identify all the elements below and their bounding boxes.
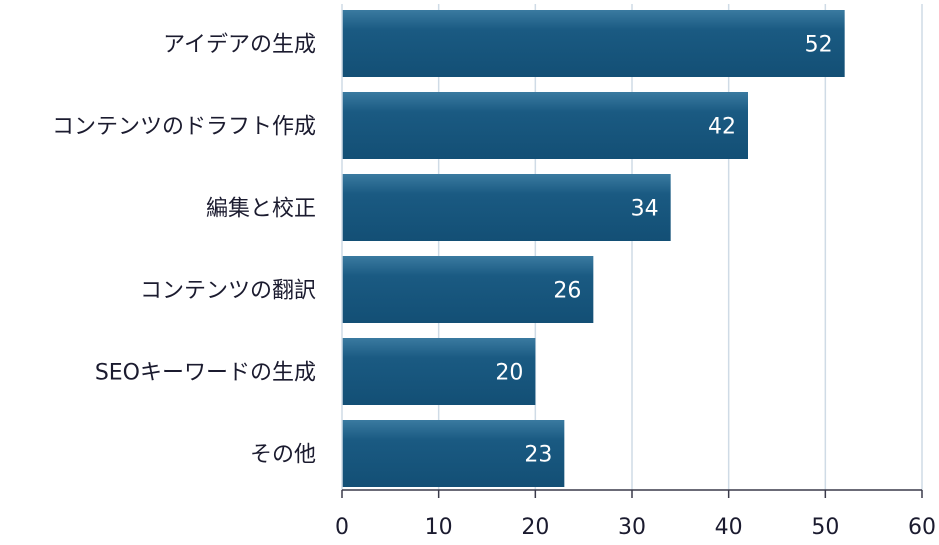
bar-4 [342, 338, 536, 405]
x-tick-label-40: 40 [715, 515, 743, 540]
bar-1 [342, 92, 748, 159]
x-tick-label-60: 60 [908, 515, 936, 540]
category-label-2: 編集と校正 [206, 197, 316, 222]
bar-3 [342, 256, 594, 323]
value-label-3: 26 [553, 279, 581, 304]
value-label-1: 42 [708, 115, 736, 140]
value-label-2: 34 [631, 197, 659, 222]
bar-2 [342, 174, 671, 241]
x-tick-label-0: 0 [335, 515, 349, 540]
x-tick-label-30: 30 [618, 515, 646, 540]
x-tick-label-10: 10 [425, 515, 453, 540]
value-label-0: 52 [805, 33, 833, 58]
category-label-1: コンテンツのドラフト作成 [52, 115, 316, 140]
bar-0 [342, 10, 845, 77]
bars [342, 10, 845, 487]
x-tick-label-20: 20 [521, 515, 549, 540]
value-label-5: 23 [524, 443, 552, 468]
category-label-4: SEOキーワードの生成 [95, 361, 316, 386]
value-label-4: 20 [495, 361, 523, 386]
bar-5 [342, 420, 565, 487]
axes [341, 4, 923, 498]
x-tick-label-50: 50 [811, 515, 839, 540]
category-label-5: その他 [250, 443, 316, 468]
labels: 52 アイデアの生成 42 コンテンツのドラフト作成 34 編集と校正 26 コンテンツの翻訳… [52, 33, 936, 541]
category-label-0: アイデアの生成 [163, 33, 316, 58]
category-label-3: コンテンツの翻訳 [140, 279, 316, 304]
gridlines [437, 4, 923, 490]
